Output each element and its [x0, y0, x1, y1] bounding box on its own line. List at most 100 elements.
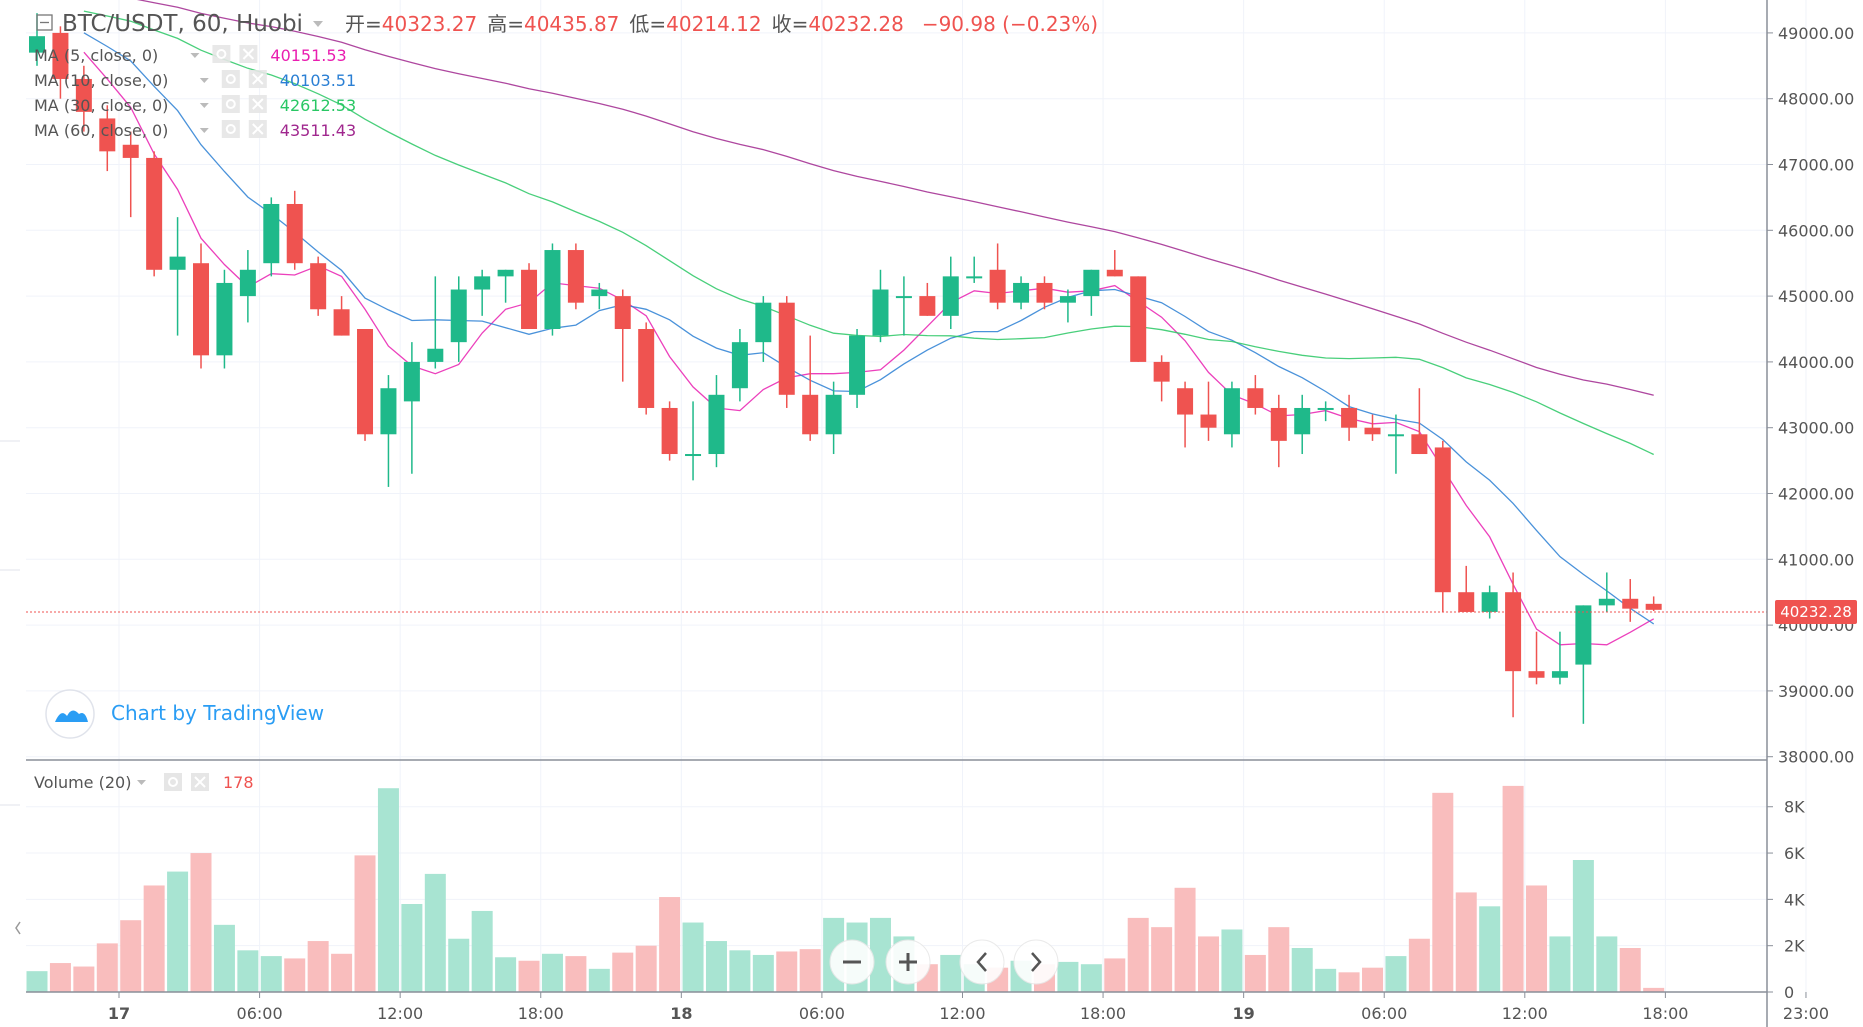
last-price-tag: 40232.28: [1775, 600, 1857, 624]
indicator-menu-chevron-icon[interactable]: [190, 53, 200, 58]
candle-body: [169, 256, 186, 270]
candle-body: [661, 407, 678, 455]
indicator-value: 43511.43: [280, 121, 356, 140]
tradingview-cloud-icon: [55, 710, 88, 722]
volume-bar: [167, 871, 189, 992]
candle: [75, 65, 92, 132]
volume-bar: [495, 957, 517, 992]
candle-body: [778, 302, 795, 395]
indicator-menu-chevron-icon[interactable]: [199, 103, 209, 108]
candle: [966, 256, 983, 283]
candle: [731, 329, 748, 402]
time-axis[interactable]: 17 06:00 12:00 18:00 18 06:00 12:00 18:00 19 06:0…: [108, 992, 1829, 1023]
indicator-settings-icon[interactable]: [221, 70, 240, 88]
volume-bar: [401, 904, 423, 992]
candle: [1317, 401, 1334, 422]
volume-bar: [331, 953, 353, 992]
last-price-tag-text: 40232.28: [1780, 603, 1852, 621]
candle-body: [966, 276, 983, 279]
volume-bar: [869, 917, 891, 992]
indicator-settings-icon[interactable]: [221, 95, 240, 113]
time-tick-label: 12:00: [939, 1004, 985, 1023]
volume-bar: [73, 966, 95, 992]
watermark-text: Chart by TradingView: [111, 701, 324, 725]
candle-body: [825, 394, 842, 435]
candle-body: [614, 296, 631, 330]
indicator-menu-chevron-icon[interactable]: [199, 128, 209, 133]
volume-tick-label: 6K: [1784, 844, 1805, 863]
candle-body: [239, 269, 256, 297]
candle: [357, 329, 374, 441]
candle: [1200, 381, 1217, 441]
close-icon: [252, 73, 264, 85]
indicator-settings-icon[interactable]: [212, 45, 231, 63]
time-tick-label: 18: [670, 1004, 692, 1023]
price-tick-label: 49000.00: [1778, 24, 1854, 43]
candle-body: [1153, 361, 1170, 382]
candle-body: [474, 276, 491, 290]
time-tick-label: 19: [1233, 1004, 1255, 1023]
candle-body: [1481, 592, 1498, 612]
candle: [802, 335, 819, 441]
indicator-settings-icon[interactable]: [221, 120, 240, 138]
indicator-legend-row[interactable]: MA (60, close, 0) 43511.43: [34, 120, 356, 140]
tradingview-watermark[interactable]: Chart by TradingView: [45, 689, 324, 739]
volume-bar: [1408, 938, 1430, 992]
symbol-title[interactable]: BTC/USDT, 60, Huobi: [62, 11, 303, 37]
indicator-legend-row[interactable]: MA (30, close, 0) 42612.53: [34, 95, 356, 115]
high-label: 高=: [487, 12, 524, 36]
candle: [1364, 414, 1381, 441]
candle: [193, 243, 210, 369]
volume-settings-icon[interactable]: [164, 773, 182, 791]
candle-body: [567, 250, 584, 303]
candle-body: [357, 329, 374, 435]
volume-indicator-label[interactable]: Volume (20): [34, 773, 131, 792]
volume-bar: [1643, 987, 1665, 992]
price-tick-label: 46000.00: [1778, 221, 1854, 240]
volume-bar: [1151, 927, 1173, 992]
price-tick-label: 38000.00: [1778, 748, 1854, 767]
candle: [1505, 572, 1522, 718]
price-tick-label: 47000.00: [1778, 156, 1854, 175]
indicator-menu-chevron-icon[interactable]: [199, 78, 209, 83]
volume-axis[interactable]: 0 2K 4K 6K 8K: [1767, 798, 1805, 1002]
time-tick-label: 06:00: [799, 1004, 845, 1023]
scroll-left-button[interactable]: [959, 939, 1005, 985]
collapse-legend-icon[interactable]: [36, 14, 53, 31]
candle-body: [216, 282, 233, 356]
candle-body: [849, 335, 866, 395]
candle: [474, 269, 491, 316]
volume-bar: [96, 943, 118, 992]
candle: [1622, 579, 1639, 622]
candle: [1270, 394, 1287, 468]
volume-bar: [541, 953, 563, 992]
indicator-legend-row[interactable]: MA (10, close, 0) 40103.51: [34, 70, 356, 90]
candle-body: [1387, 434, 1404, 437]
candle-body: [591, 289, 608, 297]
candle-body: [755, 302, 772, 343]
candle: [708, 375, 725, 468]
gear-icon: [225, 99, 236, 109]
candle: [1177, 381, 1194, 448]
left-collapse-chevron-icon[interactable]: [15, 921, 21, 935]
price-tick-label: 44000.00: [1778, 353, 1854, 372]
zoom-in-button[interactable]: [885, 939, 931, 985]
indicator-legend-row[interactable]: MA (5, close, 0) 40151.53: [34, 45, 347, 65]
price-tick-label: 45000.00: [1778, 287, 1854, 306]
symbol-menu-chevron-icon[interactable]: [313, 21, 323, 27]
volume-menu-chevron-icon[interactable]: [137, 780, 146, 785]
price-tick-label: 42000.00: [1778, 485, 1854, 504]
volume-bar: [1268, 927, 1290, 992]
volume-bar: [26, 971, 48, 992]
scroll-right-button[interactable]: [1013, 939, 1059, 985]
zoom-out-button[interactable]: [829, 939, 875, 985]
candle: [989, 243, 1006, 310]
indicator-label: MA (60, close, 0): [34, 121, 168, 140]
price-axis[interactable]: 38000.0039000.0040000.0041000.0042000.00…: [1767, 24, 1854, 767]
candle-body: [731, 342, 748, 389]
volume-remove-x: [194, 776, 206, 788]
volume-bar: [260, 956, 282, 992]
volume-bar: [776, 951, 798, 992]
time-tick-label: 12:00: [377, 1004, 423, 1023]
